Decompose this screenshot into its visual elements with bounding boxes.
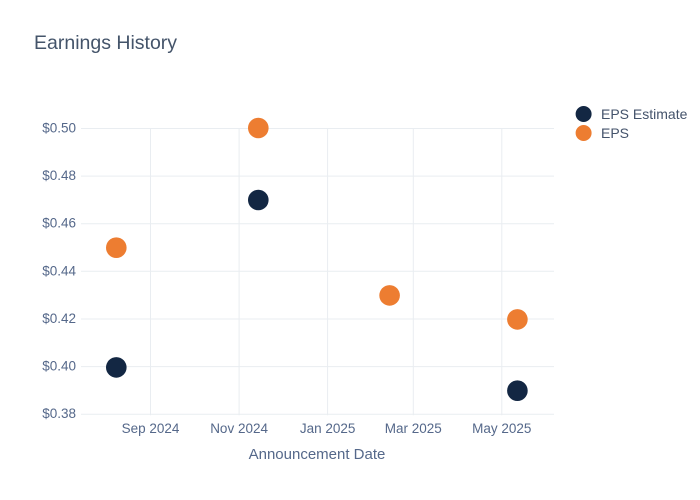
svg-text:$0.46: $0.46 (42, 216, 76, 231)
svg-text:$0.48: $0.48 (42, 168, 76, 183)
svg-text:Nov 2024: Nov 2024 (210, 421, 268, 436)
svg-text:EPS Estimate: EPS Estimate (601, 106, 688, 122)
svg-text:$0.42: $0.42 (42, 311, 76, 326)
svg-text:$0.40: $0.40 (42, 359, 76, 374)
svg-text:May 2025: May 2025 (472, 421, 531, 436)
svg-text:Sep 2024: Sep 2024 (122, 421, 180, 436)
svg-text:Jan 2025: Jan 2025 (300, 421, 356, 436)
svg-text:Mar 2025: Mar 2025 (385, 421, 442, 436)
svg-text:Announcement Date: Announcement Date (249, 446, 386, 463)
svg-text:EPS: EPS (601, 125, 629, 141)
svg-text:$0.38: $0.38 (42, 406, 76, 421)
svg-text:$0.44: $0.44 (42, 263, 76, 278)
svg-text:$0.50: $0.50 (42, 121, 76, 136)
